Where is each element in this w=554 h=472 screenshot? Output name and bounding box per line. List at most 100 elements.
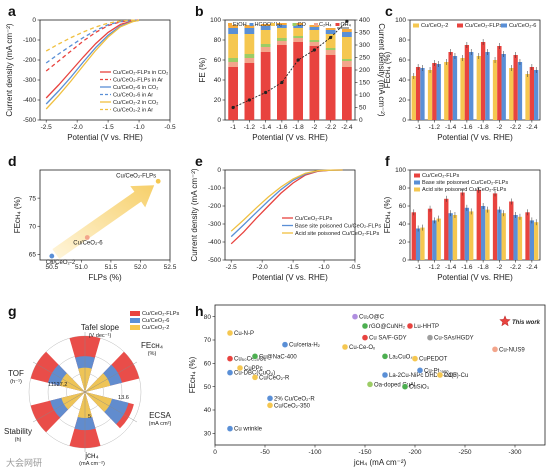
y-tick-label: 75 (29, 195, 37, 202)
bar-1 (480, 42, 486, 120)
x-axis-label: Potential (V vs. RHE) (252, 133, 328, 142)
x-tick-label: -1.0 (133, 124, 145, 131)
current-density-point (264, 90, 268, 95)
spoke-5 (32, 361, 86, 393)
bar-0 (411, 212, 416, 260)
legend-swatch-2 (414, 187, 420, 192)
bar-2 (501, 213, 506, 260)
x-tick-label: 51.5 (105, 264, 118, 271)
panel-g: g Tafel slope(V dec⁻¹) FEᴄʜ₄(%) ECSA(mA cm²… (4, 303, 180, 467)
data-point-6 (426, 334, 434, 341)
plot-frame (39, 169, 171, 261)
legend-label-2: Acid site poisoned Cu/CeO₂-FLPs (295, 231, 379, 237)
legend-swatch-1 (457, 23, 463, 28)
axis-unit-5: (h⁻¹) (10, 379, 22, 385)
point-label-15: Cu/CeO₂-R (259, 375, 290, 381)
panel-letter-b: b (195, 3, 204, 19)
legend-swatch-5 (335, 23, 340, 26)
bar-1 (448, 52, 453, 120)
y-tick-label: 20 (214, 97, 222, 104)
current-density-point (296, 58, 300, 62)
point-label-7: Cu-Ce-Oₓ (349, 345, 375, 351)
series-line-3 (45, 19, 140, 64)
point-label-13: CuPPc (244, 366, 263, 372)
bar-etoh (228, 25, 238, 28)
y-tick-label: 80 (214, 37, 222, 44)
bar-ch₄ (293, 42, 303, 120)
bar-0 (460, 192, 465, 260)
x-tick-label: -1.4 (445, 264, 457, 271)
x-tick-label: -2.0 (257, 264, 269, 271)
x-axis-label: Potential (V vs. RHE) (67, 133, 143, 142)
legend-label-2: Cu/CeO₂-6 (509, 23, 536, 29)
bar-co (260, 44, 271, 47)
x-tick-label: -1.4 (260, 124, 272, 131)
x-tick-label: 51.0 (75, 264, 88, 271)
plot-frame (39, 19, 171, 121)
data-point-17 (416, 367, 424, 374)
bar-1 (415, 67, 421, 120)
current-density-point (329, 35, 333, 40)
y-tick-label: 60 (214, 57, 222, 64)
y-tick-label: -300 (208, 221, 221, 228)
bar-co (293, 36, 303, 38)
y-tick-label: 70 (204, 337, 212, 344)
bar-c₂h₄ (342, 61, 352, 67)
y-tick-label: 40 (399, 77, 407, 84)
bar-1 (448, 213, 453, 260)
legend-label-5: CH₄ (341, 22, 352, 28)
y-tick-label: 40 (399, 221, 407, 228)
y-axis-label: FEᴄʜ₄ (%) (383, 51, 392, 88)
sector-2-2 (85, 392, 112, 412)
y-axis-label: FEᴄʜ₄ (%) (383, 196, 392, 233)
bar-etoh (293, 23, 303, 25)
y-tick-label: -100 (23, 37, 36, 44)
bar-0 (492, 60, 498, 120)
legend-swatch-2 (130, 325, 140, 330)
x-tick-label: -1 (415, 124, 421, 131)
y-tick-label: 100 (210, 17, 221, 24)
sector-2-1 (85, 373, 111, 392)
bar-0 (525, 74, 530, 120)
bar-2 (469, 211, 474, 260)
y-axis-label: FEᴄʜ₄ (%) (188, 356, 197, 393)
bar-h₂ (325, 34, 336, 48)
bar-0 (525, 212, 530, 260)
axis-label-2: ECSA (149, 411, 171, 420)
spoke-2 (84, 391, 138, 423)
point-label-16: La-2Cu-NiPc DHDA-COF (389, 373, 457, 379)
data-point-20 (401, 383, 409, 390)
panel-letter-h: h (195, 303, 204, 319)
y-axis-label: Current density (mA cm⁻²) (190, 168, 199, 261)
plot-frame (409, 19, 541, 121)
bar-1 (529, 220, 535, 260)
bar-ch₄ (309, 46, 320, 120)
bar-hcooh (293, 25, 303, 28)
x-tick-label: -2.5 (41, 124, 53, 131)
point-label-10: La₂CuO₄ (389, 354, 413, 360)
data-point-0 (226, 329, 234, 337)
bar-0 (411, 76, 416, 120)
y-axis-label: FE (%) (198, 57, 207, 82)
bar-2 (436, 64, 441, 120)
legend-label-0: Cu/CeO₂-FLPs (142, 311, 179, 317)
y2-tick-label: 50 (359, 105, 367, 112)
panel-letter-a: a (8, 3, 16, 19)
bar-2 (534, 222, 539, 260)
axis-unit-2: (mA cm²) (149, 421, 172, 427)
y-tick-label: -200 (208, 203, 221, 210)
axis-label-1: FEᴄʜ₄ (141, 341, 163, 350)
legend-swatch-4 (314, 23, 318, 26)
bar-co (342, 59, 352, 61)
y-tick-label: -100 (208, 185, 221, 192)
x-tick-label: -1.2 (429, 264, 441, 271)
data-point-1 (84, 235, 90, 240)
legend-label-4: Cu/CeO₂-2 in CO₂ (113, 100, 158, 106)
legend-label-1: Base site poisoned Cu/CeO₂-FLPs (295, 224, 381, 230)
bar-0 (460, 58, 465, 120)
data-point-1 (281, 341, 289, 348)
x-tick-label: -1.2 (244, 124, 256, 131)
data-point-15 (251, 374, 259, 381)
point-label-0: Cu-N-P (234, 331, 254, 337)
y-tick-label: 60 (204, 361, 212, 368)
